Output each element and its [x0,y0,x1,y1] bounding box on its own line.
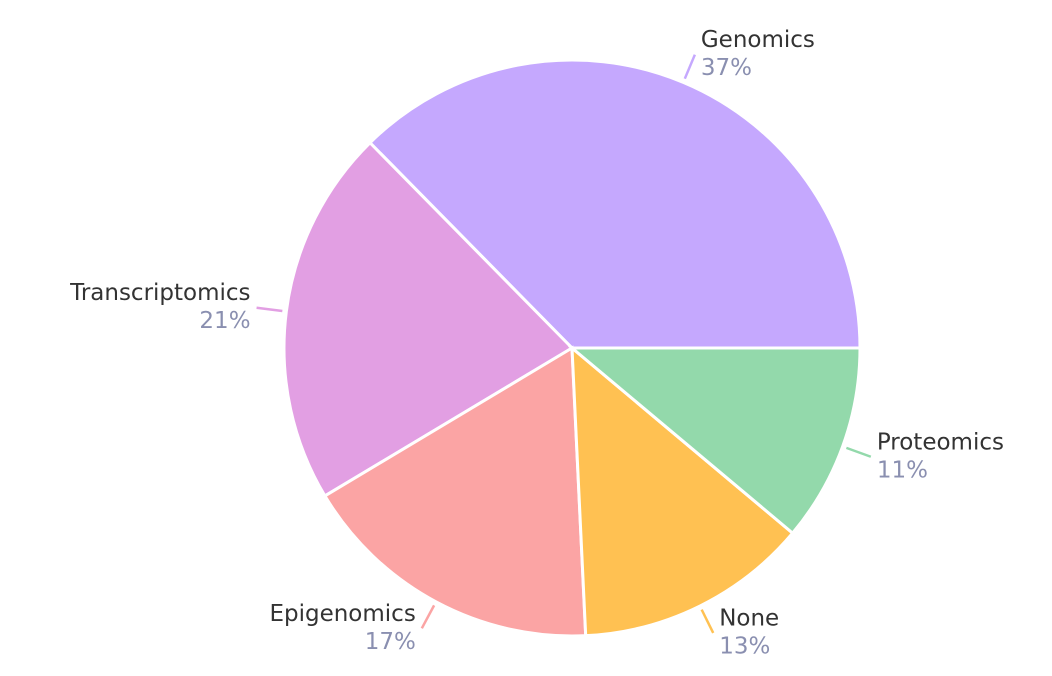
leader-line [683,54,697,80]
leader-line [700,609,715,634]
slice-value: 17% [365,629,416,655]
pie-slice [367,58,862,350]
pie-slice [570,344,795,638]
slice-label: Transcriptomics [69,280,250,306]
slice-label: Proteomics [877,429,1004,455]
pie-slice [322,345,588,638]
leader-line [845,446,872,458]
slice-value: 21% [199,308,250,334]
slice-value: 13% [719,633,770,659]
leader-line [256,306,283,313]
slice-label: None [719,605,779,631]
leader-line [420,604,436,629]
slice-value: 11% [877,457,928,483]
pie-slice [567,346,862,536]
slice-label: Epigenomics [269,601,415,627]
slice-label: Genomics [701,27,815,53]
pie-slice [282,140,575,498]
slice-value: 37% [701,55,752,81]
